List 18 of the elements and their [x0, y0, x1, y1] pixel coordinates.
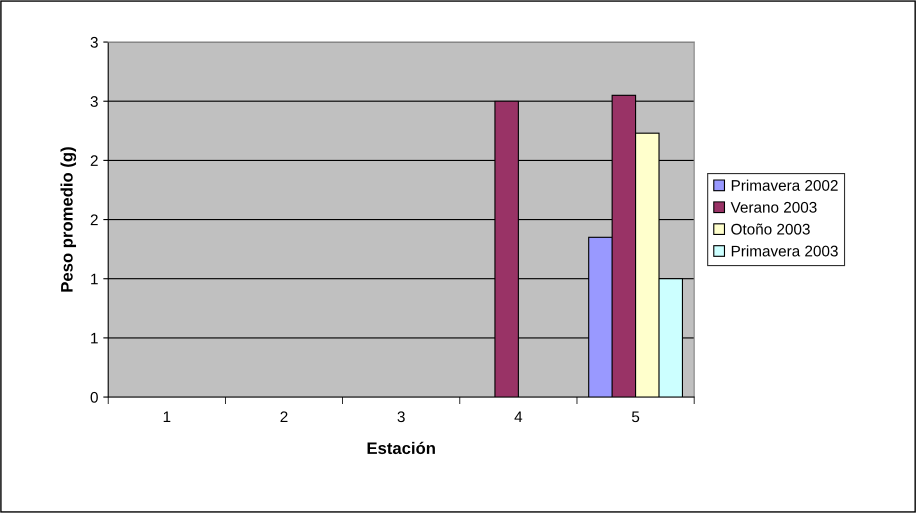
x-tick-label: 1 — [164, 412, 170, 422]
y-tick-label: 2 — [90, 214, 98, 226]
y-tick-label: 3 — [90, 96, 98, 107]
x-tick-label: 3 — [398, 411, 405, 422]
x-tick-label: 4 — [514, 412, 522, 422]
legend-label: Verano 2003 — [730, 202, 817, 213]
legend-label: Otoño 2003 — [731, 223, 810, 235]
y-tick-label: 2 — [90, 155, 98, 166]
legend-label: Primavera 2002 — [732, 180, 838, 191]
y-tick-label: 0 — [90, 392, 98, 403]
legend-label: Primavera 2003 — [732, 245, 838, 256]
x-tick-label: 5 — [632, 412, 640, 422]
y-tick-label: 1 — [91, 274, 98, 284]
y-axis-title: Peso promedio (g) — [60, 147, 76, 292]
x-axis-title: Estación — [368, 442, 435, 454]
y-tick-label: 3 — [90, 36, 98, 48]
y-tick-label: 1 — [91, 332, 98, 344]
x-tick-label: 2 — [280, 411, 288, 422]
